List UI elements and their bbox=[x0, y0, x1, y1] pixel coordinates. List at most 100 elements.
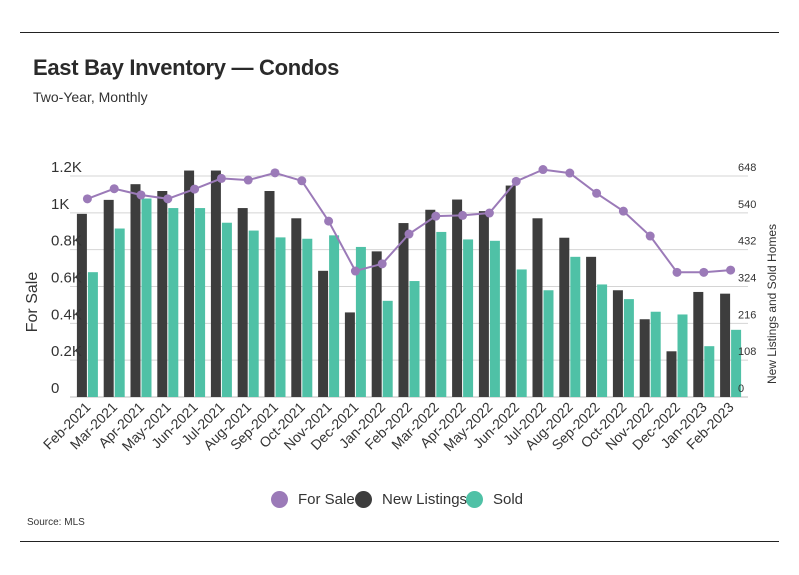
y-tick-label-right: 216 bbox=[738, 309, 756, 321]
new-listings-bar bbox=[184, 170, 195, 397]
sold-bar bbox=[677, 314, 688, 397]
for-sale-point bbox=[297, 176, 307, 186]
y-tick-label-left: 1K bbox=[51, 196, 69, 213]
sold-bar bbox=[489, 240, 500, 397]
sold-bar bbox=[463, 239, 474, 397]
for-sale-series bbox=[82, 165, 736, 277]
sold-swatch-icon bbox=[466, 491, 483, 508]
y-tick-label-right: 540 bbox=[738, 199, 756, 211]
sold-bar bbox=[302, 238, 313, 397]
new-listings-bar bbox=[693, 291, 704, 397]
for-sale-point bbox=[270, 168, 280, 178]
for-sale-point bbox=[618, 206, 628, 216]
new-listings-bar bbox=[291, 218, 302, 397]
top-rule bbox=[20, 32, 779, 33]
y-tick-label-left: 0.4K bbox=[51, 306, 82, 323]
sold-series bbox=[87, 198, 742, 397]
for-sale-point bbox=[82, 194, 92, 204]
y-tick-label-right: 324 bbox=[738, 273, 756, 285]
sold-bar bbox=[597, 284, 608, 397]
sold-bar bbox=[248, 230, 259, 397]
chart-title: East Bay Inventory — Condos bbox=[33, 55, 340, 80]
y-tick-label-right: 108 bbox=[738, 346, 756, 358]
new-listings-bar bbox=[666, 351, 677, 397]
chart-subtitle: Two-Year, Monthly bbox=[33, 89, 148, 105]
for-sale-point bbox=[511, 176, 521, 186]
y-tick-label-left: 0 bbox=[51, 380, 59, 397]
legend-item-new-listings: New Listings bbox=[355, 491, 467, 508]
sold-bar bbox=[516, 269, 527, 397]
sold-bar bbox=[329, 235, 340, 397]
legend-item-for-sale: For Sale bbox=[271, 491, 355, 508]
new-listings-bar bbox=[720, 293, 731, 397]
sold-bar bbox=[543, 290, 554, 397]
for-sale-point bbox=[726, 265, 736, 275]
sold-bar bbox=[221, 222, 232, 397]
y-tick-label-left: 0.6K bbox=[51, 270, 82, 287]
for-sale-point bbox=[350, 266, 360, 276]
sold-bar bbox=[168, 208, 179, 397]
new-listings-bar bbox=[559, 237, 570, 397]
sold-bar bbox=[436, 231, 447, 397]
for-sale-line bbox=[87, 168, 731, 274]
y-tick-label-right: 432 bbox=[738, 236, 756, 248]
x-axis: Feb-2021Mar-2021Apr-2021May-2021Jun-2021… bbox=[40, 399, 737, 454]
new-listings-bar bbox=[532, 218, 543, 397]
new-listings-swatch-icon bbox=[355, 491, 372, 508]
new-listings-bar bbox=[639, 319, 650, 397]
sold-bar bbox=[141, 198, 152, 397]
for-sale-point bbox=[458, 210, 468, 220]
new-listings-bar bbox=[452, 199, 463, 397]
for-sale-point bbox=[645, 231, 655, 241]
new-listings-bar bbox=[505, 185, 516, 397]
sold-bar bbox=[650, 311, 661, 397]
grid-lines bbox=[70, 175, 748, 398]
for-sale-point bbox=[163, 194, 173, 204]
for-sale-point bbox=[592, 188, 602, 198]
new-listings-bar bbox=[398, 223, 409, 397]
sold-bar bbox=[570, 256, 581, 397]
legend-label-for-sale: For Sale bbox=[298, 491, 355, 508]
for-sale-swatch-icon bbox=[271, 491, 288, 508]
sold-bar bbox=[409, 281, 420, 397]
bottom-rule bbox=[20, 541, 779, 542]
new-listings-series bbox=[76, 170, 731, 397]
for-sale-point bbox=[190, 184, 200, 194]
sold-bar bbox=[704, 346, 715, 397]
new-listings-bar bbox=[318, 270, 329, 397]
for-sale-point bbox=[538, 165, 548, 175]
new-listings-bar bbox=[478, 211, 489, 397]
sold-bar bbox=[87, 272, 98, 397]
new-listings-bar bbox=[76, 213, 87, 397]
legend: For Sale New Listings Sold bbox=[0, 491, 799, 513]
y-axis-right: 0 108 216 324 432 540 648 bbox=[738, 162, 756, 395]
sold-bar bbox=[623, 299, 634, 397]
for-sale-point bbox=[699, 267, 709, 277]
y-axis-label-left: For Sale bbox=[24, 272, 41, 333]
sold-bar bbox=[114, 228, 125, 397]
new-listings-bar bbox=[103, 199, 114, 397]
y-tick-label-left: 0.2K bbox=[51, 343, 82, 360]
for-sale-point bbox=[404, 229, 414, 239]
new-listings-bar bbox=[237, 208, 248, 397]
for-sale-point bbox=[109, 184, 119, 194]
sold-bar bbox=[355, 246, 366, 397]
for-sale-point bbox=[136, 190, 146, 200]
for-sale-point bbox=[672, 267, 682, 277]
new-listings-bar bbox=[425, 209, 436, 397]
for-sale-point bbox=[216, 173, 226, 183]
new-listings-bar bbox=[157, 191, 168, 397]
new-listings-bar bbox=[344, 312, 355, 397]
legend-label-new-listings: New Listings bbox=[382, 491, 468, 508]
sold-bar bbox=[195, 208, 206, 397]
for-sale-point bbox=[324, 216, 334, 226]
sold-bar bbox=[382, 300, 393, 397]
for-sale-point bbox=[431, 211, 441, 221]
y-tick-label-right: 0 bbox=[738, 383, 744, 395]
sold-bar bbox=[275, 237, 286, 397]
for-sale-point bbox=[565, 168, 575, 178]
legend-label-sold: Sold bbox=[493, 491, 524, 508]
new-listings-bar bbox=[612, 290, 623, 397]
y-tick-label-left: 0.8K bbox=[51, 233, 82, 250]
